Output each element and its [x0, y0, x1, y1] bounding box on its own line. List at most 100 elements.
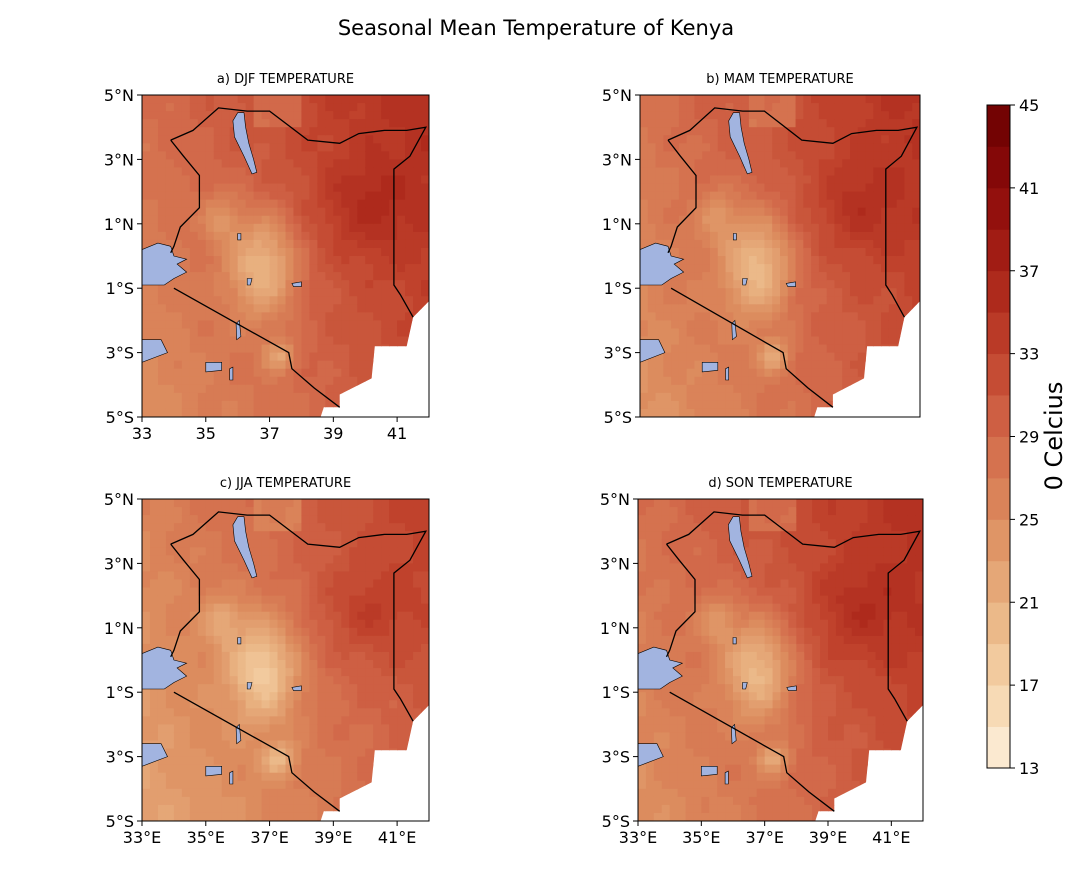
temperature-cell [740, 507, 750, 516]
temperature-cell [671, 376, 680, 386]
temperature-cell [686, 175, 696, 185]
temperature-cell [365, 167, 374, 177]
temperature-cell [237, 764, 247, 774]
temperature-cell [694, 199, 703, 209]
temperature-cell [269, 215, 279, 225]
temperature-cell [702, 344, 711, 354]
temperature-cell [904, 304, 913, 313]
temperature-cell [221, 119, 231, 128]
temperature-cell [341, 523, 350, 532]
temperature-cell [309, 304, 318, 313]
temperature-cell [818, 344, 828, 354]
temperature-cell [309, 111, 318, 120]
temperature-cell [165, 812, 175, 821]
temperature-cell [277, 360, 287, 370]
temperature-cell [142, 119, 151, 128]
temperature-cell [229, 812, 239, 821]
temperature-cell [693, 716, 702, 725]
temperature-cell [638, 507, 647, 516]
temperature-cell [702, 247, 711, 257]
temperature-cell [873, 119, 882, 128]
temperature-cell [285, 539, 295, 548]
temperature-cell [181, 320, 191, 330]
temperature-cell [834, 215, 843, 225]
temperature-cell [149, 603, 159, 613]
temperature-cell [142, 111, 151, 120]
temperature-cell [811, 183, 820, 193]
temperature-cell [405, 264, 414, 273]
temperature-cell [245, 619, 255, 629]
temperature-cell [741, 207, 750, 217]
temperature-cell [740, 732, 750, 742]
temperature-cell [818, 175, 828, 185]
temperature-cell [309, 571, 318, 581]
temperature-cell [677, 603, 687, 613]
temperature-cell [197, 764, 207, 774]
temperature-cell [261, 264, 271, 273]
temperature-cell [213, 312, 223, 321]
y-tick-label: 3°S [106, 344, 134, 363]
temperature-cell [261, 764, 271, 774]
temperature-cell [221, 788, 231, 798]
temperature-cell [197, 352, 207, 362]
temperature-cell [277, 247, 287, 257]
temperature-cell [811, 352, 820, 362]
temperature-cell [253, 507, 263, 516]
temperature-cell [772, 328, 781, 338]
temperature-cell [397, 724, 406, 734]
temperature-cell [896, 264, 906, 273]
temperature-cell [269, 571, 279, 581]
temperature-cell [173, 400, 183, 410]
temperature-cell [365, 724, 374, 734]
temperature-cell [253, 344, 263, 354]
temperature-cell [245, 256, 255, 265]
temperature-cell [671, 223, 680, 233]
temperature-cell [811, 231, 820, 241]
temperature-cell [677, 676, 687, 685]
temperature-cell [653, 627, 663, 637]
temperature-cell [229, 239, 239, 249]
temperature-cell [772, 111, 781, 120]
temperature-cell [733, 256, 742, 265]
temperature-cell [709, 635, 718, 645]
temperature-cell [189, 247, 199, 257]
temperature-cell [237, 812, 247, 821]
temperature-cell [694, 328, 703, 338]
temperature-cell [269, 547, 279, 556]
temperature-cell [709, 684, 718, 693]
temperature-cell [341, 627, 350, 637]
temperature-cell [229, 272, 239, 281]
temperature-cell [678, 159, 688, 169]
temperature-cell [181, 215, 191, 225]
temperature-cell [285, 595, 295, 605]
temperature-cell [389, 288, 398, 297]
temperature-cell [165, 523, 175, 532]
temperature-cell [904, 127, 913, 136]
temperature-cell [873, 320, 882, 330]
temperature-cell [277, 199, 287, 209]
temperature-cell [309, 539, 318, 548]
temperature-cell [373, 499, 382, 508]
temperature-cell [772, 247, 781, 257]
temperature-cell [325, 611, 334, 621]
temperature-cell [787, 239, 797, 249]
temperature-cell [756, 256, 766, 265]
temperature-cell [237, 199, 247, 209]
temperature-cell [245, 304, 255, 313]
temperature-cell [702, 296, 711, 305]
temperature-cell [678, 296, 688, 305]
temperature-cell [826, 127, 836, 136]
temperature-cell [811, 191, 820, 201]
temperature-cell [741, 223, 750, 233]
temperature-cell [865, 159, 874, 169]
temperature-cell [850, 215, 859, 225]
temperature-cell [733, 724, 742, 734]
temperature-cell [357, 539, 366, 548]
temperature-cell [733, 312, 742, 321]
temperature-cell [221, 708, 231, 717]
temperature-cell [349, 288, 358, 297]
temperature-cell [341, 547, 350, 556]
temperature-cell [764, 360, 773, 370]
temperature-cell [189, 547, 199, 556]
temperature-cell [671, 111, 680, 120]
